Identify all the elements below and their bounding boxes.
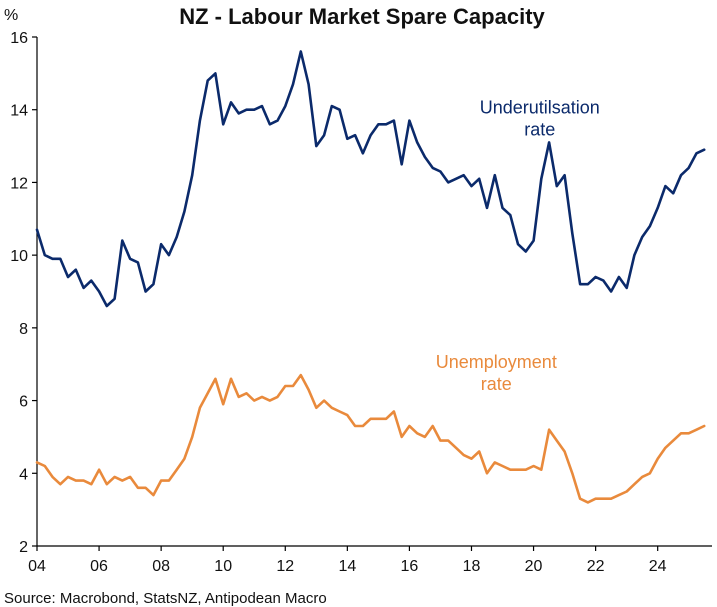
source-note: Source: Macrobond, StatsNZ, Antipodean M… xyxy=(4,590,327,607)
x-tick-label: 10 xyxy=(214,558,232,575)
unemployment-label-line: rate xyxy=(481,374,512,394)
y-tick-label: 16 xyxy=(10,30,28,47)
y-unit-label: % xyxy=(4,7,18,24)
y-tick-label: 2 xyxy=(19,539,28,556)
x-tick-label: 08 xyxy=(152,558,170,575)
y-tick-label: 6 xyxy=(19,394,28,411)
x-tick-label: 20 xyxy=(525,558,543,575)
y-tick-label: 12 xyxy=(10,175,28,192)
y-tick-label: 10 xyxy=(10,248,28,265)
y-axis-ticks: 2 4 6 8 10 12 14 16 xyxy=(10,30,37,556)
x-tick-label: 06 xyxy=(90,558,108,575)
x-tick-label: 18 xyxy=(463,558,481,575)
series-layer xyxy=(37,52,704,503)
y-tick-label: 8 xyxy=(19,321,28,338)
x-tick-label: 12 xyxy=(276,558,294,575)
y-tick-label: 14 xyxy=(10,103,28,120)
underutilisation-label-line: rate xyxy=(524,119,555,139)
x-tick-label: 16 xyxy=(401,558,419,575)
x-axis-ticks: 04 06 08 10 12 14 16 18 20 22 24 xyxy=(28,546,667,575)
underutilisation-rate-line xyxy=(37,52,704,307)
unemployment-rate-line xyxy=(37,375,704,502)
x-tick-label: 04 xyxy=(28,558,46,575)
y-tick-label: 4 xyxy=(19,466,28,483)
x-tick-label: 22 xyxy=(587,558,605,575)
chart-title: NZ - Labour Market Spare Capacity xyxy=(179,4,545,29)
x-tick-label: 24 xyxy=(649,558,667,575)
underutilisation-label-line: Underutilsation xyxy=(480,97,600,117)
unemployment-label-line: Unemployment xyxy=(436,352,557,372)
x-tick-label: 14 xyxy=(338,558,356,575)
